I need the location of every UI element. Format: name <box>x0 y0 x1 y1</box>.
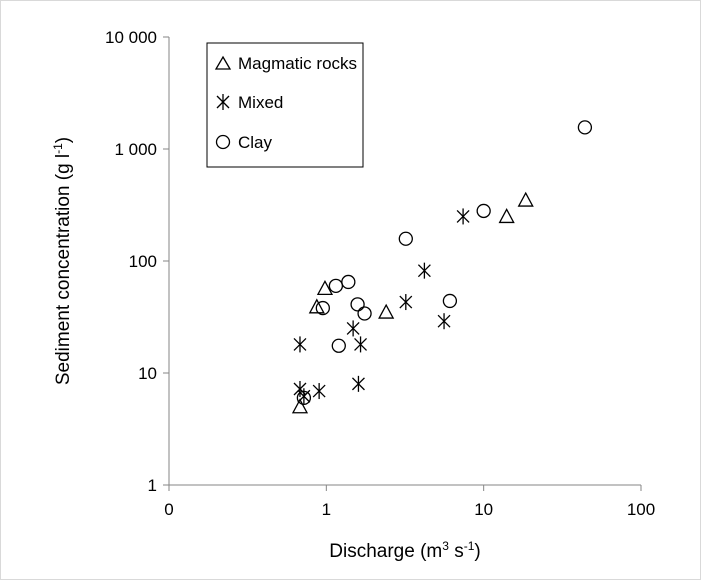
clay-point <box>328 278 344 293</box>
mixed-point <box>417 262 431 279</box>
clay-point <box>398 231 413 246</box>
mixed-point <box>456 208 470 225</box>
clay-point <box>315 300 330 316</box>
y-tick-label: 1 000 <box>114 140 157 159</box>
clay-point <box>331 338 346 353</box>
legend-box <box>206 42 364 168</box>
x-tick-label: 100 <box>627 500 655 519</box>
mixed-point <box>293 336 307 353</box>
circle-marker-icon <box>215 134 231 150</box>
x-tick-label: 1 <box>322 500 331 519</box>
data-points <box>291 120 593 414</box>
magmatic-point <box>517 191 534 207</box>
x-axis-title: Discharge (m3 s-1) <box>329 539 480 562</box>
mixed-point <box>354 336 368 353</box>
clay-point <box>357 306 372 321</box>
legend-item-magmatic: Magmatic rocks <box>214 54 357 73</box>
magmatic-point <box>291 398 309 414</box>
clay-point <box>296 390 312 405</box>
y-tick-label: 10 <box>138 364 157 383</box>
mixed-point <box>312 383 326 400</box>
clay-point <box>341 274 356 290</box>
legend-label-magmatic: Magmatic rocks <box>238 54 357 73</box>
mixed-point <box>437 313 451 330</box>
triangle-marker-icon <box>214 55 232 70</box>
legend: Magmatic rocks Mixed Clay <box>206 42 364 168</box>
y-tick-label: 10 000 <box>105 28 157 47</box>
x-tick-label: 0 <box>164 500 173 519</box>
mixed-point <box>346 320 360 337</box>
clay-point <box>442 293 458 309</box>
magmatic-point <box>308 298 325 314</box>
legend-item-clay: Clay <box>215 133 273 152</box>
y-axis-title: Sediment concentration (g l-1) <box>51 137 74 385</box>
clay-point <box>350 297 365 312</box>
clay-point <box>476 203 491 219</box>
clay-point <box>577 120 593 135</box>
mixed-point <box>351 375 365 392</box>
mixed-point <box>399 294 413 311</box>
legend-label-mixed: Mixed <box>238 93 283 112</box>
magmatic-point <box>316 279 334 295</box>
magmatic-point <box>498 208 515 224</box>
legend-item-mixed <box>216 94 230 110</box>
x-tick-label: 10 <box>474 500 493 519</box>
legend-label-clay: Clay <box>238 133 273 152</box>
magmatic-point <box>378 303 395 319</box>
y-tick-label: 100 <box>129 252 157 271</box>
y-tick-label: 1 <box>148 476 157 495</box>
